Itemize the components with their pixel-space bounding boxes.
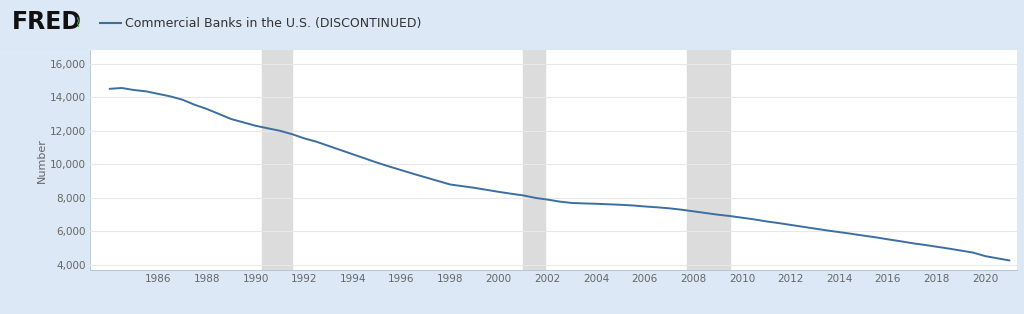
Bar [687,50,730,270]
Text: Commercial Banks in the U.S. (DISCONTINUED): Commercial Banks in the U.S. (DISCONTINU… [125,17,421,30]
Bar [523,50,546,270]
Y-axis label: Number: Number [37,138,47,182]
Text: ⌇: ⌇ [74,17,80,30]
Bar [261,50,292,270]
Text: FRED: FRED [12,10,82,34]
